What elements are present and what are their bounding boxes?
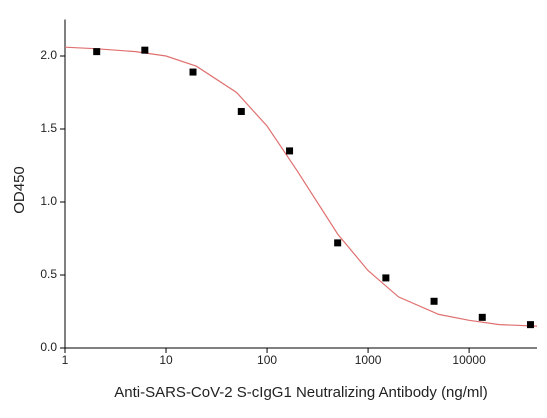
data-point (430, 297, 438, 305)
y-tick-label: 1.0 (40, 194, 57, 208)
y-tick-label: 2.0 (40, 48, 57, 62)
x-axis-title: Anti-SARS-CoV-2 S-cIgG1 Neutralizing Ant… (114, 384, 487, 401)
y-tick-label: 0.0 (40, 340, 57, 354)
data-point (237, 107, 245, 115)
data-point (382, 274, 390, 282)
data-point (478, 313, 486, 321)
x-tick-label: 10 (159, 353, 173, 367)
data-point (93, 48, 101, 56)
data-point (526, 321, 534, 329)
y-tick-label: 0.5 (40, 267, 57, 281)
data-point (189, 68, 197, 76)
x-tick-label: 10000 (452, 353, 486, 367)
data-point (334, 239, 342, 247)
y-axis-title: OD450 (11, 166, 28, 214)
x-tick-label: 100 (257, 353, 277, 367)
fit-curve (64, 46, 538, 327)
data-point (286, 147, 294, 155)
y-tick-label: 1.5 (40, 121, 57, 135)
x-tick-label: 1 (62, 353, 69, 367)
x-tick-label: 1000 (355, 353, 382, 367)
data-point (141, 46, 149, 54)
